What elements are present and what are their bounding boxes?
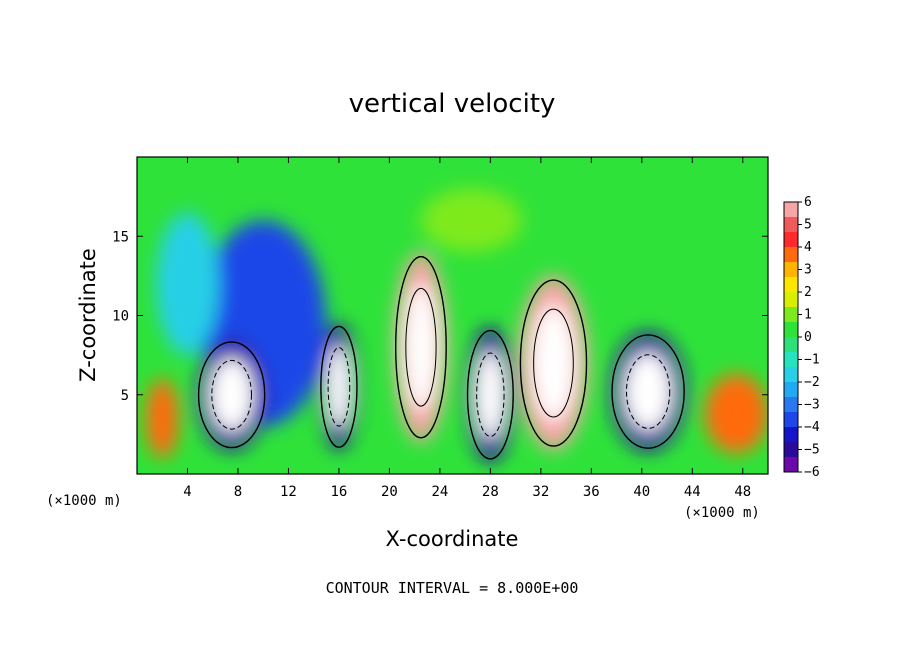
colorbar-swatch bbox=[784, 247, 798, 263]
contour-zero-1 bbox=[519, 279, 588, 447]
contour-inner-7 bbox=[476, 352, 505, 437]
colorbar-tick-label: 6 bbox=[804, 195, 812, 210]
heatmap-cell-3 bbox=[704, 374, 768, 454]
x-tick-label: 48 bbox=[734, 484, 751, 500]
x-scale-label-right: (×1000 m) bbox=[684, 505, 760, 521]
y-tick-label: 5 bbox=[121, 388, 129, 404]
colorbar-tick-label: −2 bbox=[804, 375, 820, 390]
colorbar-swatch bbox=[784, 202, 798, 218]
heatmap-core-6 bbox=[327, 344, 351, 430]
contour-zero-6 bbox=[320, 325, 358, 448]
colorbar-swatch bbox=[784, 367, 798, 383]
y-tick-label: 15 bbox=[112, 229, 129, 245]
colorbar-tick-label: 1 bbox=[804, 308, 812, 323]
plot-area bbox=[136, 156, 769, 475]
colorbar-swatch bbox=[784, 232, 798, 248]
x-tick-label: 32 bbox=[532, 484, 549, 500]
x-axis: 4 8 12 16 20 24 28 32 36 40 44 48 bbox=[183, 157, 751, 500]
colorbar-swatch bbox=[784, 397, 798, 413]
contour-zero-8 bbox=[611, 334, 685, 449]
x-tick-label: 36 bbox=[583, 484, 600, 500]
x-tick-label: 8 bbox=[234, 484, 242, 500]
colorbar-swatch bbox=[784, 292, 798, 308]
y-axis-label: Z-coordinate bbox=[76, 248, 100, 382]
x-tick-label: 44 bbox=[684, 484, 701, 500]
colorbar-swatch bbox=[784, 457, 798, 473]
colorbar-swatch bbox=[784, 277, 798, 293]
contour-inner-0 bbox=[405, 287, 437, 407]
x-axis-label: X-coordinate bbox=[386, 527, 519, 551]
contour-zero-0 bbox=[395, 255, 447, 439]
colorbar-swatch bbox=[784, 427, 798, 443]
colorbar-tick-label: −6 bbox=[804, 465, 820, 480]
heatmap-core-8 bbox=[624, 351, 672, 432]
colorbar-swatch bbox=[784, 382, 798, 398]
heatmap-cell-9 bbox=[155, 212, 220, 356]
colorbar-swatch bbox=[784, 337, 798, 353]
colorbar-swatch bbox=[784, 307, 798, 323]
colorbar-swatch bbox=[784, 442, 798, 458]
contour-zero-7 bbox=[466, 329, 514, 460]
colorbar-swatch bbox=[784, 352, 798, 368]
colorbar-tick-label: 4 bbox=[804, 240, 812, 255]
colorbar-swatch bbox=[784, 322, 798, 338]
colorbar-tick-label: −3 bbox=[804, 398, 820, 413]
heatmap-field bbox=[145, 188, 768, 463]
heatmap-core-7 bbox=[475, 349, 506, 440]
colorbar-tick-label: 5 bbox=[804, 218, 812, 233]
contour-inner-1 bbox=[533, 308, 574, 418]
colorbar-swatch bbox=[784, 217, 798, 233]
x-tick-label: 16 bbox=[330, 484, 347, 500]
x-tick-label: 12 bbox=[280, 484, 297, 500]
x-tick-label: 4 bbox=[183, 484, 191, 500]
contour-zero-5 bbox=[197, 341, 266, 449]
colorbar-swatch bbox=[784, 262, 798, 278]
colorbar-tick-label: −4 bbox=[804, 420, 820, 435]
colorbar-tick-label: 3 bbox=[804, 263, 812, 278]
y-tick-label: 10 bbox=[112, 309, 129, 325]
contour-interval-note: CONTOUR INTERVAL = 8.000E+00 bbox=[326, 579, 579, 597]
y-axis: 5 10 15 bbox=[112, 229, 768, 404]
contour-inner-8 bbox=[625, 354, 671, 429]
x-tick-label: 20 bbox=[381, 484, 398, 500]
heatmap-core-0 bbox=[404, 283, 438, 411]
heatmap-cell-2 bbox=[145, 378, 179, 459]
contour-inner-6 bbox=[327, 347, 351, 427]
contour-lines bbox=[197, 255, 685, 460]
x-tick-label: 24 bbox=[431, 484, 448, 500]
colorbar-tick-label: 2 bbox=[804, 285, 812, 300]
colorbar-tick-label: 0 bbox=[804, 330, 812, 345]
x-tick-label: 40 bbox=[633, 484, 650, 500]
x-tick-label: 28 bbox=[482, 484, 499, 500]
chart-title: vertical velocity bbox=[349, 89, 556, 119]
colorbar-tick-label: −1 bbox=[804, 353, 820, 368]
x-scale-label-left: (×1000 m) bbox=[46, 493, 122, 509]
heatmap-core-1 bbox=[531, 304, 576, 422]
contour-inner-5 bbox=[211, 359, 252, 430]
colorbar-swatch bbox=[784, 412, 798, 428]
colorbar-tick-label: −5 bbox=[804, 443, 820, 458]
heatmap-core-5 bbox=[209, 357, 254, 432]
heatmap-cell-10 bbox=[420, 188, 522, 253]
colorbar: 6 5 4 3 2 1 0 −1 −2 −3 −4 −5 −6 bbox=[783, 195, 820, 480]
